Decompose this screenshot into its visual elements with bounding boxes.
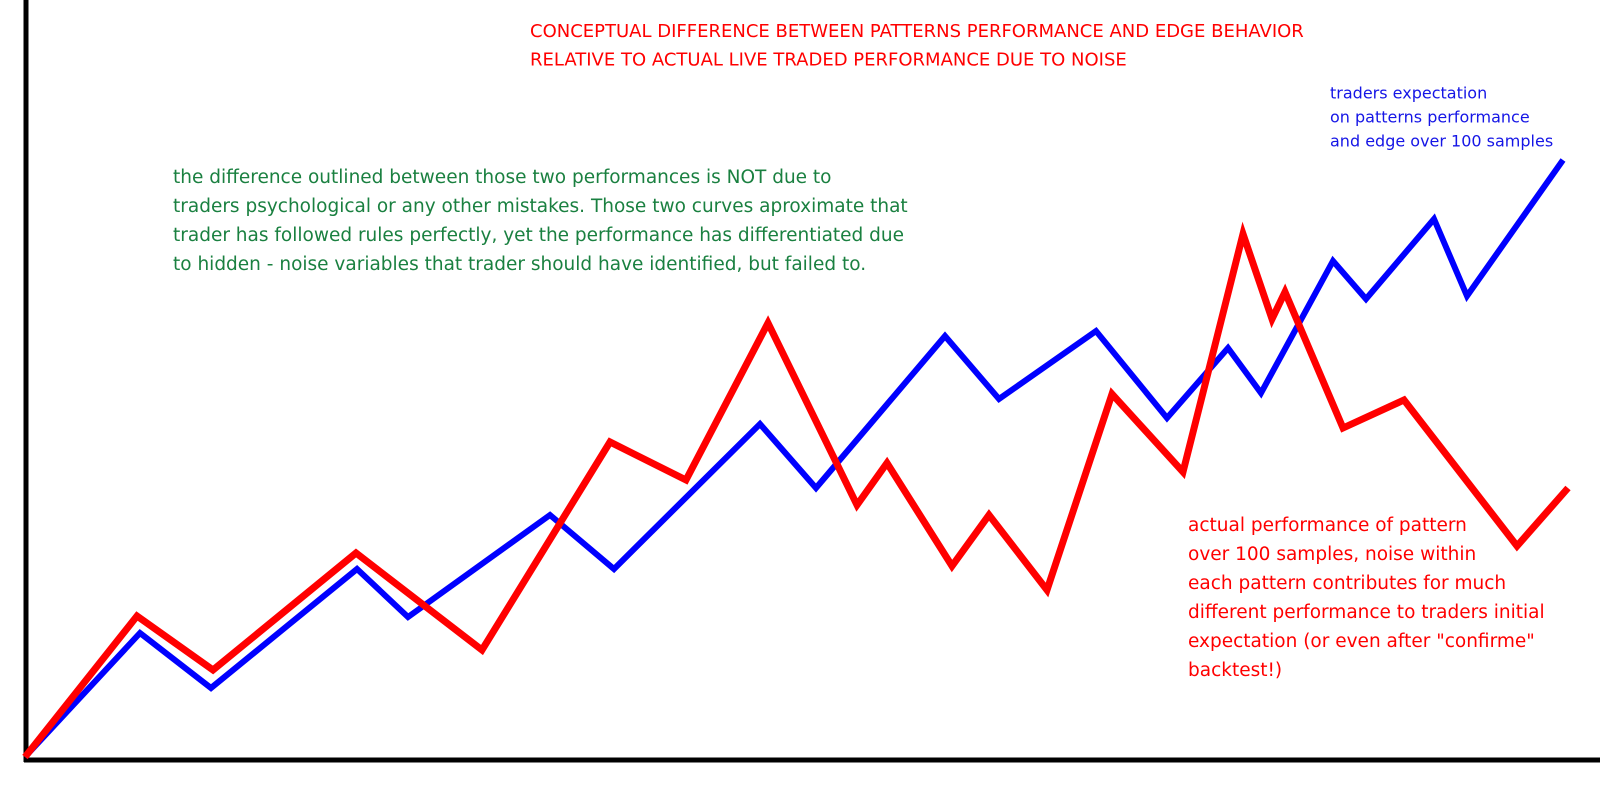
- actual-note: actual performance of pattern: [1188, 515, 1467, 536]
- actual-note: over 100 samples, noise within: [1188, 544, 1476, 565]
- chart-title: CONCEPTUAL DIFFERENCE BETWEEN PATTERNS P…: [530, 21, 1304, 42]
- explanation-text: to hidden - noise variables that trader …: [173, 254, 866, 275]
- explanation-text: trader has followed rules perfectly, yet…: [173, 225, 904, 246]
- expected-curve: [22, 158, 1566, 760]
- explanation-text: the difference outlined between those tw…: [173, 167, 832, 188]
- explanation-text: traders psychological or any other mista…: [173, 196, 908, 217]
- expectation-note: traders expectation: [1330, 84, 1487, 103]
- actual-note: each pattern contributes for much: [1188, 573, 1506, 594]
- expectation-note: and edge over 100 samples: [1330, 132, 1553, 151]
- chart-title: RELATIVE TO ACTUAL LIVE TRADED PERFORMAN…: [530, 50, 1127, 71]
- annotations: CONCEPTUAL DIFFERENCE BETWEEN PATTERNS P…: [173, 21, 1553, 681]
- actual-note: different performance to traders initial: [1188, 602, 1545, 623]
- actual-note: backtest!): [1188, 660, 1282, 681]
- actual-curve: [22, 221, 1571, 760]
- expectation-note: on patterns performance: [1330, 108, 1530, 127]
- actual-note: expectation (or even after "confirme": [1188, 631, 1535, 652]
